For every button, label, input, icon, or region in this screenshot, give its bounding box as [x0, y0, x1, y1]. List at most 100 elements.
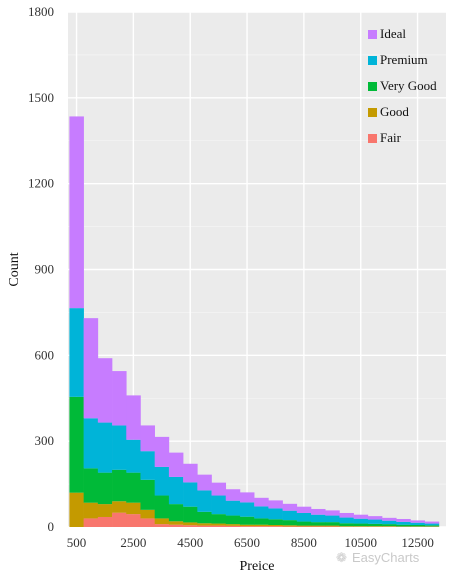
- bar-segment-very-good: [83, 468, 99, 503]
- bar-segment-premium: [268, 508, 283, 520]
- y-tick-label: 600: [35, 347, 55, 362]
- bar-segment-premium: [367, 519, 383, 524]
- bar-segment-very-good: [197, 511, 212, 524]
- bar-segment-very-good: [424, 525, 440, 527]
- bar-segment-premium: [239, 502, 255, 517]
- bar-segment-very-good: [296, 521, 312, 526]
- watermark-logo-icon: ❁: [336, 550, 347, 565]
- bar-segment-very-good: [183, 506, 198, 523]
- bar-segment-ideal: [296, 506, 312, 513]
- x-tick-label: 6500: [234, 535, 260, 550]
- bar-segment-premium: [410, 522, 425, 525]
- bar-segment-premium: [296, 512, 312, 522]
- bar-segment-premium: [126, 439, 141, 473]
- bar-segment-fair: [126, 514, 141, 527]
- bar-segment-ideal: [154, 436, 170, 467]
- bar-segment-very-good: [268, 519, 283, 525]
- bar-segment-good: [367, 526, 383, 527]
- bar-segment-fair: [311, 526, 326, 527]
- bar-segment-very-good: [168, 504, 184, 522]
- legend-swatch-fair: [368, 134, 377, 143]
- stacked-bars: [69, 116, 440, 527]
- bar-segment-good: [254, 524, 269, 527]
- bar-segment-good: [140, 509, 155, 519]
- legend-label: Very Good: [380, 78, 437, 93]
- bar-segment-very-good: [97, 472, 113, 505]
- bar-segment-ideal: [112, 371, 127, 426]
- bar-segment-very-good: [367, 523, 383, 527]
- bar-segment-very-good: [154, 495, 170, 519]
- y-tick-label: 300: [35, 433, 55, 448]
- x-tick-label: 2500: [120, 535, 146, 550]
- bar-segment-good: [382, 526, 397, 527]
- bar-segment-ideal: [126, 395, 141, 440]
- bar-segment-fair: [282, 526, 298, 527]
- bar-segment-premium: [140, 451, 155, 480]
- y-axis-title: Count: [7, 252, 22, 286]
- bar-segment-ideal: [197, 474, 212, 491]
- x-tick-label: 4500: [177, 535, 203, 550]
- legend-label: Good: [380, 104, 409, 119]
- y-tick-label: 900: [35, 262, 55, 277]
- bar-segment-good: [83, 502, 99, 519]
- x-tick-label: 10500: [344, 535, 377, 550]
- x-tick-label: 500: [67, 535, 87, 550]
- bar-segment-very-good: [112, 469, 127, 502]
- bar-segment-very-good: [339, 523, 354, 527]
- bar-segment-ideal: [382, 517, 397, 521]
- bar-segment-very-good: [140, 479, 155, 510]
- bar-segment-ideal: [311, 508, 326, 515]
- bar-segment-ideal: [239, 492, 255, 503]
- bar-segment-ideal: [254, 497, 269, 507]
- bar-segment-fair: [197, 525, 212, 527]
- bar-segment-very-good: [239, 516, 255, 525]
- legend-swatch-good: [368, 108, 377, 117]
- y-tick-label: 1200: [28, 176, 54, 191]
- bar-segment-ideal: [367, 516, 383, 520]
- bar-segment-good: [268, 524, 283, 527]
- bar-segment-good: [239, 524, 255, 527]
- x-tick-label: 8500: [291, 535, 317, 550]
- bar-segment-premium: [424, 523, 440, 526]
- legend-swatch-very-good: [368, 82, 377, 91]
- bar-segment-very-good: [225, 515, 241, 525]
- bar-segment-very-good: [325, 522, 340, 526]
- bar-segment-ideal: [282, 503, 298, 511]
- legend-label: Ideal: [380, 26, 406, 41]
- bar-segment-good: [97, 504, 113, 517]
- bar-segment-ideal: [225, 489, 241, 501]
- bar-segment-very-good: [254, 518, 269, 525]
- bar-segment-ideal: [183, 463, 198, 483]
- legend-swatch-ideal: [368, 30, 377, 39]
- bar-segment-premium: [282, 510, 298, 521]
- bar-segment-fair: [83, 518, 99, 527]
- x-axis-ticks: 500 2500 4500 6500 8500 10500 12500: [67, 535, 434, 550]
- bar-segment-very-good: [126, 472, 141, 503]
- bar-segment-fair: [154, 524, 170, 527]
- bar-segment-good: [211, 523, 227, 526]
- bar-segment-good: [154, 518, 170, 525]
- x-tick-label: 12500: [401, 535, 434, 550]
- bar-segment-fair: [254, 526, 269, 527]
- bar-segment-premium: [353, 518, 369, 524]
- legend-label: Premium: [380, 52, 428, 67]
- bar-segment-fair: [140, 518, 155, 527]
- bar-segment-good: [69, 492, 84, 527]
- bar-segment-ideal: [325, 510, 340, 516]
- bar-segment-premium: [382, 520, 397, 525]
- bar-segment-fair: [325, 526, 340, 527]
- bar-segment-premium: [396, 521, 411, 525]
- bar-segment-premium: [83, 418, 99, 469]
- bar-segment-good: [311, 525, 326, 527]
- bar-segment-premium: [325, 515, 340, 523]
- bar-segment-very-good: [353, 523, 369, 527]
- bar-segment-very-good: [282, 520, 298, 526]
- legend-label: Fair: [380, 130, 402, 145]
- bar-segment-good: [225, 524, 241, 526]
- bar-segment-fair: [239, 526, 255, 527]
- bar-segment-fair: [211, 525, 227, 527]
- bar-segment-fair: [296, 526, 312, 527]
- bar-segment-good: [339, 526, 354, 527]
- bar-segment-ideal: [97, 358, 113, 423]
- bar-segment-good: [282, 525, 298, 527]
